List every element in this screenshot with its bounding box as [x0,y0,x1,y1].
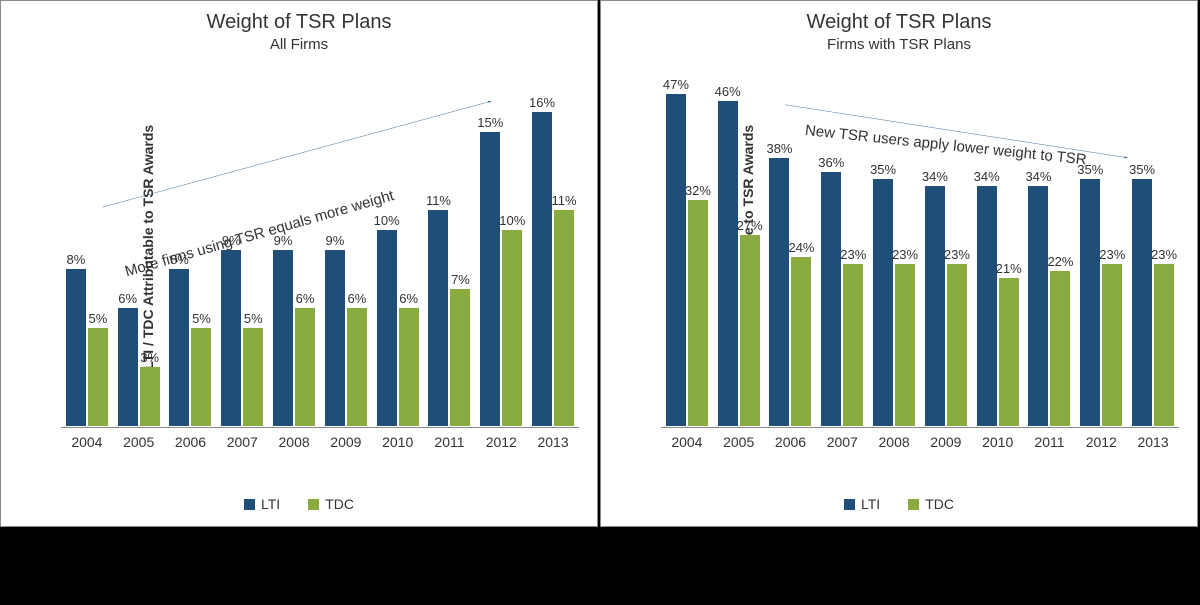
x-tick: 2009 [920,428,972,456]
legend-label-lti: LTI [861,496,880,512]
x-tick: 2010 [972,428,1024,456]
x-tick: 2005 [713,428,765,456]
x-tick: 2012 [1075,428,1127,456]
x-tick: 2006 [765,428,817,456]
x-tick: 2007 [216,428,268,456]
lti-swatch [844,499,855,510]
left-title: Weight of TSR Plans [1,11,597,34]
x-tick: 2008 [868,428,920,456]
left-panel: Weight of TSR Plans All Firms % of LTI /… [0,0,598,527]
left-chart-area: 8%5%6%3%8%5%9%5%9%6%9%6%10%6%11%7%15%10%… [61,73,579,426]
left-title-block: Weight of TSR Plans All Firms [1,1,597,53]
legend-item-tdc: TDC [908,496,954,512]
x-tick: 2011 [1024,428,1076,456]
right-title-block: Weight of TSR Plans Firms with TSR Plans [601,1,1197,53]
x-tick: 2008 [268,428,320,456]
right-title: Weight of TSR Plans [601,11,1197,34]
left-legend: LTI TDC [1,496,597,512]
x-tick: 2004 [661,428,713,456]
x-tick: 2010 [372,428,424,456]
right-arrow [661,73,1179,426]
legend-item-lti: LTI [244,496,280,512]
x-tick: 2012 [475,428,527,456]
tdc-swatch [908,499,919,510]
legend-label-tdc: TDC [925,496,954,512]
legend-item-tdc: TDC [308,496,354,512]
right-panel: Weight of TSR Plans Firms with TSR Plans… [600,0,1198,527]
x-tick: 2004 [61,428,113,456]
x-tick: 2007 [816,428,868,456]
x-tick: 2005 [113,428,165,456]
x-tick: 2013 [527,428,579,456]
right-chart-area: 47%32%46%27%38%24%36%23%35%23%34%23%34%2… [661,73,1179,426]
x-tick: 2009 [320,428,372,456]
legend-label-lti: LTI [261,496,280,512]
tdc-swatch [308,499,319,510]
lti-swatch [244,499,255,510]
left-xaxis: 2004200520062007200820092010201120122013 [61,427,579,456]
left-subtitle: All Firms [1,36,597,53]
page: Weight of TSR Plans All Firms % of LTI /… [0,0,1200,605]
x-tick: 2011 [424,428,476,456]
legend-label-tdc: TDC [325,496,354,512]
left-arrow [61,73,579,426]
right-subtitle: Firms with TSR Plans [601,36,1197,53]
right-legend: LTI TDC [601,496,1197,512]
x-tick: 2013 [1127,428,1179,456]
right-xaxis: 2004200520062007200820092010201120122013 [661,427,1179,456]
legend-item-lti: LTI [844,496,880,512]
x-tick: 2006 [165,428,217,456]
